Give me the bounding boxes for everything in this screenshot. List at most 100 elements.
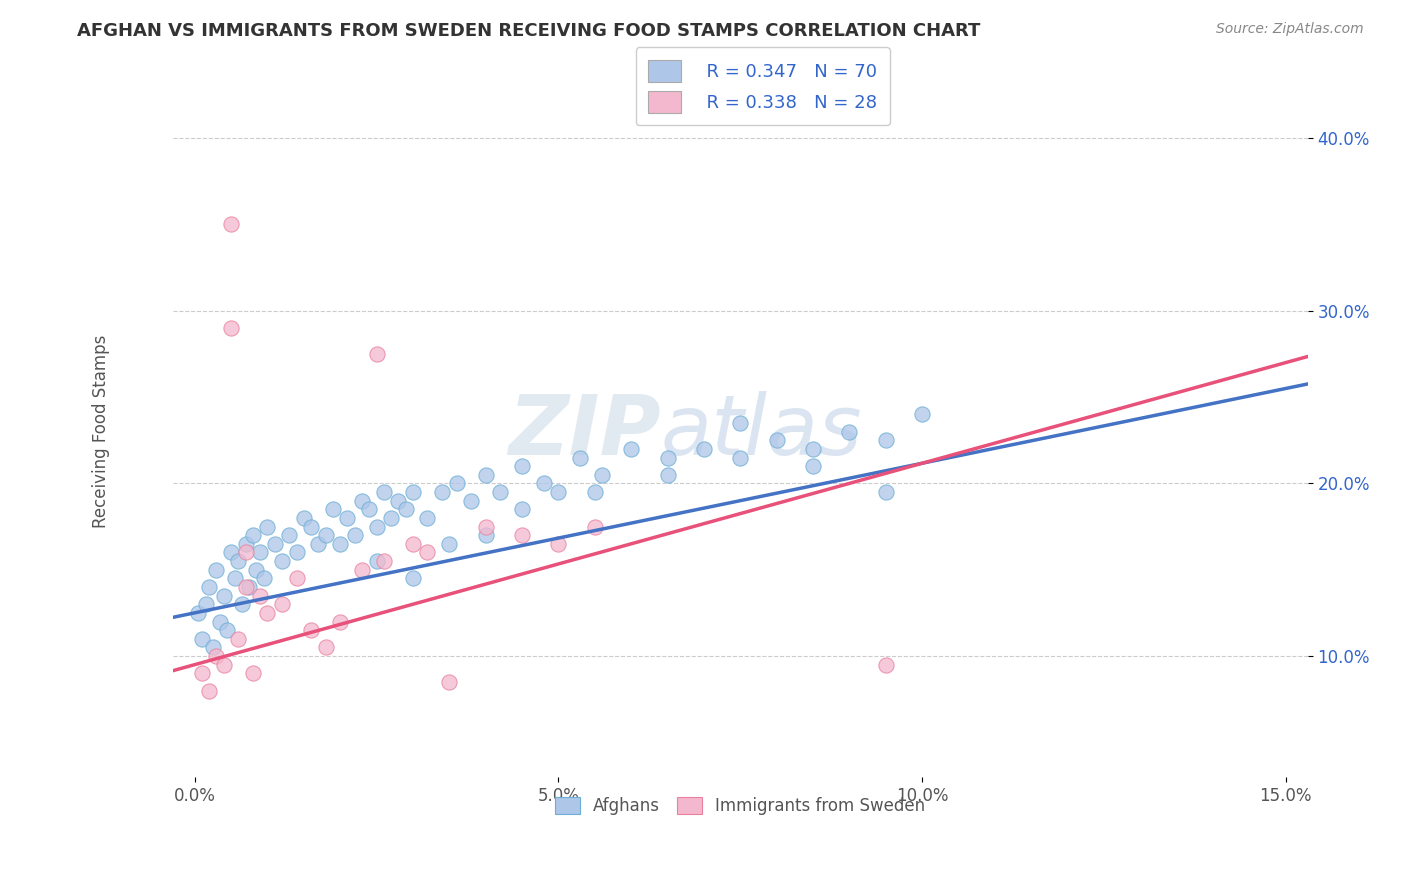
Point — [235, 580, 257, 594]
Point — [271, 554, 294, 568]
Point — [217, 623, 239, 637]
Point — [329, 615, 352, 629]
Point — [242, 528, 264, 542]
Y-axis label: Receiving Food Stamps: Receiving Food Stamps — [93, 334, 110, 528]
Point — [307, 537, 329, 551]
Point — [249, 589, 271, 603]
Point — [226, 632, 249, 646]
Point — [219, 321, 242, 335]
Point — [299, 623, 322, 637]
Point — [591, 467, 613, 482]
Point — [387, 493, 409, 508]
Point — [380, 511, 402, 525]
Point — [657, 467, 679, 482]
Point — [875, 657, 897, 672]
Text: atlas: atlas — [661, 391, 862, 472]
Point — [439, 537, 461, 551]
Point — [212, 589, 235, 603]
Point — [474, 467, 496, 482]
Point — [402, 485, 425, 500]
Point — [366, 554, 388, 568]
Point — [235, 545, 257, 559]
Point — [224, 571, 246, 585]
Point — [366, 519, 388, 533]
Point — [198, 683, 221, 698]
Point — [194, 597, 217, 611]
Point — [460, 493, 482, 508]
Point — [359, 502, 381, 516]
Point — [226, 554, 249, 568]
Point — [510, 502, 533, 516]
Point — [875, 485, 897, 500]
Point — [430, 485, 453, 500]
Point — [533, 476, 555, 491]
Point — [256, 606, 278, 620]
Point — [373, 485, 395, 500]
Point — [187, 606, 209, 620]
Point — [366, 347, 388, 361]
Point — [198, 580, 221, 594]
Point — [219, 545, 242, 559]
Point — [373, 554, 395, 568]
Point — [315, 640, 337, 655]
Point — [838, 425, 860, 439]
Point — [350, 493, 373, 508]
Point — [201, 640, 224, 655]
Point — [245, 563, 267, 577]
Point — [336, 511, 359, 525]
Point — [402, 571, 425, 585]
Point — [350, 563, 373, 577]
Point — [253, 571, 276, 585]
Point — [285, 571, 308, 585]
Legend: Afghans, Immigrants from Sweden: Afghans, Immigrants from Sweden — [547, 789, 934, 824]
Point — [322, 502, 344, 516]
Point — [343, 528, 366, 542]
Point — [765, 434, 787, 448]
Point — [569, 450, 592, 465]
Point — [583, 485, 606, 500]
Point — [329, 537, 352, 551]
Point — [394, 502, 416, 516]
Point — [474, 528, 496, 542]
Point — [205, 648, 228, 663]
Point — [728, 450, 751, 465]
Point — [191, 632, 214, 646]
Point — [439, 674, 461, 689]
Point — [875, 434, 897, 448]
Point — [489, 485, 512, 500]
Point — [547, 485, 569, 500]
Point — [249, 545, 271, 559]
Point — [801, 459, 824, 474]
Point — [911, 408, 934, 422]
Point — [474, 519, 496, 533]
Point — [242, 666, 264, 681]
Point — [219, 218, 242, 232]
Point — [547, 537, 569, 551]
Point — [402, 537, 425, 551]
Point — [238, 580, 260, 594]
Point — [263, 537, 285, 551]
Point — [583, 519, 606, 533]
Point — [205, 563, 228, 577]
Point — [801, 442, 824, 456]
Point — [416, 545, 439, 559]
Point — [235, 537, 257, 551]
Point — [416, 511, 439, 525]
Point — [209, 615, 232, 629]
Point — [315, 528, 337, 542]
Point — [278, 528, 301, 542]
Point — [256, 519, 278, 533]
Point — [191, 666, 214, 681]
Point — [271, 597, 294, 611]
Point — [620, 442, 643, 456]
Text: AFGHAN VS IMMIGRANTS FROM SWEDEN RECEIVING FOOD STAMPS CORRELATION CHART: AFGHAN VS IMMIGRANTS FROM SWEDEN RECEIVI… — [77, 22, 981, 40]
Point — [446, 476, 468, 491]
Text: Source: ZipAtlas.com: Source: ZipAtlas.com — [1216, 22, 1364, 37]
Point — [231, 597, 253, 611]
Point — [285, 545, 308, 559]
Text: ZIP: ZIP — [508, 391, 661, 472]
Point — [693, 442, 716, 456]
Point — [292, 511, 315, 525]
Point — [728, 416, 751, 430]
Point — [299, 519, 322, 533]
